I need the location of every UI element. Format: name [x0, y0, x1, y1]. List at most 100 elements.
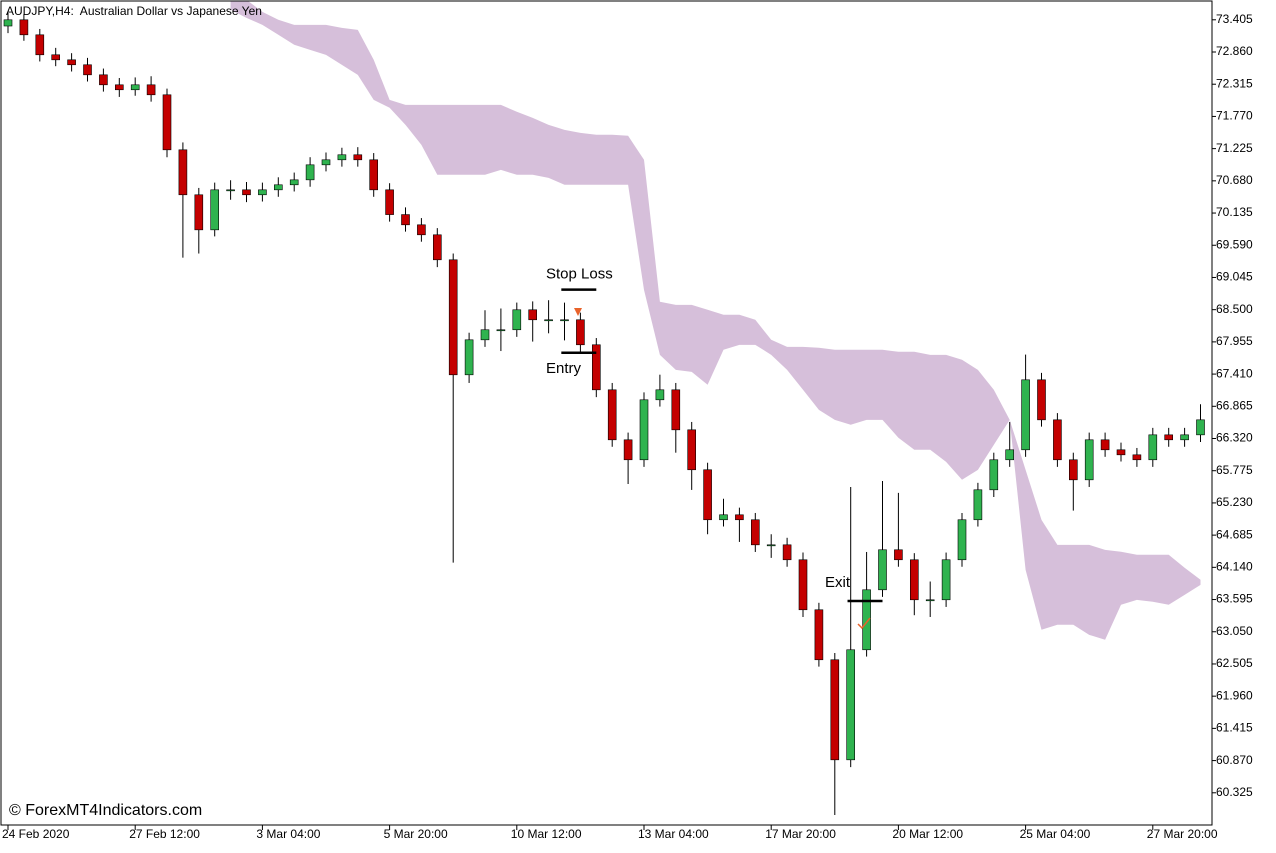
y-tick-label: 67.410 [1216, 366, 1253, 380]
x-tick-label: 3 Mar 04:00 [256, 827, 320, 841]
x-tick-label: 24 Feb 2020 [2, 827, 70, 841]
candle-body [814, 609, 824, 661]
candle-body [369, 159, 379, 191]
y-tick-label: 72.860 [1216, 44, 1253, 58]
candle-body [289, 179, 299, 186]
candle-body [703, 469, 712, 521]
plot-area [3, 1, 1205, 815]
candle-body [480, 329, 490, 341]
candle-body [925, 599, 935, 602]
x-tick-label: 25 Mar 04:00 [1020, 827, 1091, 841]
y-tick-label: 63.595 [1216, 592, 1253, 606]
candle-body [1116, 449, 1126, 456]
candle-body [830, 659, 840, 761]
exit-check [857, 617, 871, 630]
candle-body [1164, 434, 1173, 441]
watermark: © ForexMT4Indicators.com [9, 802, 202, 819]
candle-body [19, 19, 29, 36]
y-tick-label: 61.415 [1216, 721, 1253, 735]
annotation: Stop Loss [546, 266, 613, 283]
candle-body [464, 339, 474, 376]
candle-body [1100, 439, 1110, 451]
sell-arrow [574, 308, 582, 316]
candle-body [941, 559, 951, 601]
candle-body [878, 549, 887, 591]
candle-body [623, 439, 633, 461]
candle-body [432, 234, 442, 261]
candle-body [846, 649, 856, 761]
candle-body [210, 189, 219, 231]
candle-body [719, 514, 728, 521]
candle-body [194, 194, 204, 231]
y-tick-label: 67.955 [1216, 334, 1253, 348]
candle-body [337, 154, 347, 161]
x-tick-label: 13 Mar 04:00 [638, 827, 709, 841]
candle-body [35, 34, 45, 56]
candle-body [273, 184, 283, 191]
candle-body [3, 19, 13, 27]
candle-body [67, 59, 76, 66]
candle-body [957, 519, 967, 561]
candle-body [687, 429, 697, 471]
y-tick-label: 62.505 [1216, 656, 1253, 670]
y-tick-label: 70.135 [1216, 205, 1253, 219]
y-tick-label: 73.405 [1216, 12, 1253, 26]
candle-body [1196, 419, 1205, 436]
candle-body [989, 459, 999, 491]
y-tick-label: 65.230 [1216, 495, 1253, 509]
candle-body [1132, 454, 1142, 461]
candle-body [417, 224, 426, 236]
y-tick-label: 69.590 [1216, 237, 1253, 251]
candle-body [99, 74, 108, 86]
candle-body [655, 389, 665, 401]
candle-body [83, 64, 92, 76]
candle-body [1021, 379, 1030, 451]
candle-body [576, 319, 585, 346]
plot-border [0, 0, 1213, 826]
x-tick-label: 20 Mar 12:00 [892, 827, 963, 841]
x-tick-label: 5 Mar 20:00 [384, 827, 448, 841]
candle-body [305, 164, 315, 181]
y-tick-label: 71.225 [1216, 141, 1253, 155]
annotation: Entry [546, 360, 582, 377]
candle-body [226, 189, 235, 192]
candle-body [496, 329, 506, 332]
candle-body [1069, 459, 1078, 481]
candle-body [178, 149, 188, 196]
y-tick-label: 60.870 [1216, 753, 1253, 767]
candle-body [909, 559, 919, 601]
candle-body [750, 519, 760, 546]
y-tick-label: 71.770 [1216, 109, 1253, 123]
candle-body [1053, 419, 1062, 461]
y-tick-label: 66.865 [1216, 398, 1253, 412]
candle-body [258, 189, 267, 196]
candle-body [528, 309, 538, 321]
candle-body [862, 589, 871, 651]
chart-title: AUDJPY,H4: Australian Dollar vs Japanese… [6, 4, 262, 18]
candle-body [51, 54, 61, 61]
candle-body [607, 389, 617, 441]
candle-body [1180, 434, 1189, 441]
x-tick-label: 27 Mar 20:00 [1147, 827, 1218, 841]
candle-body [353, 154, 363, 161]
candle-body [782, 544, 792, 561]
candle-body [448, 259, 458, 376]
y-tick-label: 63.050 [1216, 624, 1253, 638]
y-tick-label: 60.325 [1216, 785, 1253, 799]
y-tick-label: 61.960 [1216, 688, 1253, 702]
annotation: Exit [825, 574, 851, 591]
candle-body [591, 344, 601, 391]
candle-body [401, 214, 410, 226]
y-tick-label: 65.775 [1216, 463, 1253, 477]
candle-body [973, 489, 983, 521]
candle-body [385, 189, 394, 215]
candle-body [894, 549, 903, 561]
y-tick-label: 64.140 [1216, 560, 1253, 574]
candle-body [735, 514, 744, 521]
candle-body [766, 544, 776, 547]
candle-body [512, 309, 522, 331]
candle-body [321, 159, 331, 166]
candle-body [1005, 449, 1015, 461]
candle-body [162, 94, 172, 151]
